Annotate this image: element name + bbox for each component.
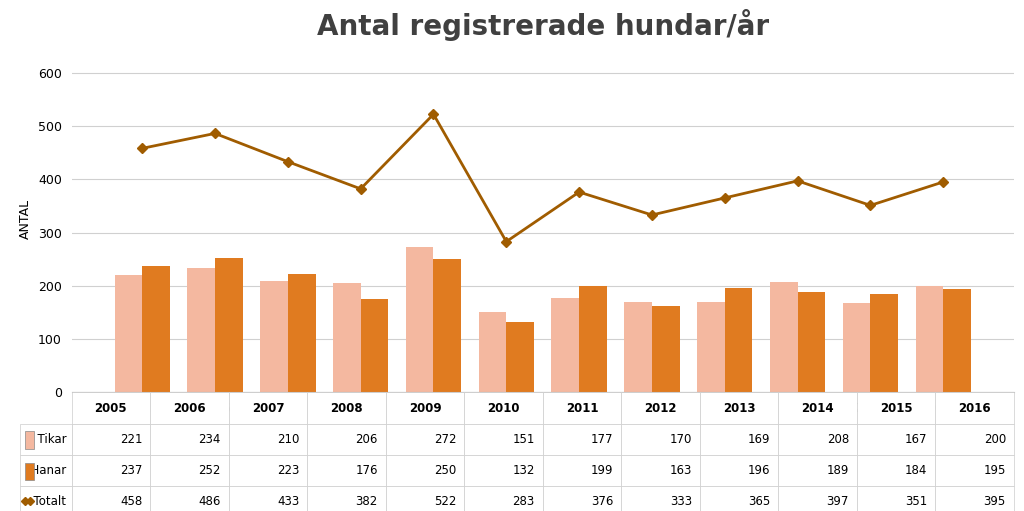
Bar — [770, 282, 798, 392]
Bar — [625, 302, 652, 392]
Bar — [360, 298, 388, 392]
Bar — [333, 283, 360, 392]
Bar — [215, 258, 243, 392]
Bar — [798, 292, 825, 392]
Bar — [843, 304, 870, 392]
Bar — [943, 289, 971, 392]
Bar — [187, 268, 215, 392]
Bar — [552, 298, 580, 392]
Bar — [506, 322, 534, 392]
Bar — [915, 286, 943, 392]
Bar — [697, 303, 725, 392]
Bar — [580, 286, 607, 392]
Bar — [142, 266, 170, 392]
Bar — [725, 288, 753, 392]
Bar — [288, 273, 315, 392]
Bar — [652, 306, 680, 392]
Bar — [870, 294, 898, 392]
Title: Antal registrerade hundar/år: Antal registrerade hundar/år — [316, 9, 769, 41]
Bar — [433, 259, 461, 392]
Bar — [260, 281, 288, 392]
Bar — [115, 275, 142, 392]
Bar — [478, 312, 506, 392]
Y-axis label: ANTAL: ANTAL — [19, 199, 33, 239]
Bar — [406, 247, 433, 392]
